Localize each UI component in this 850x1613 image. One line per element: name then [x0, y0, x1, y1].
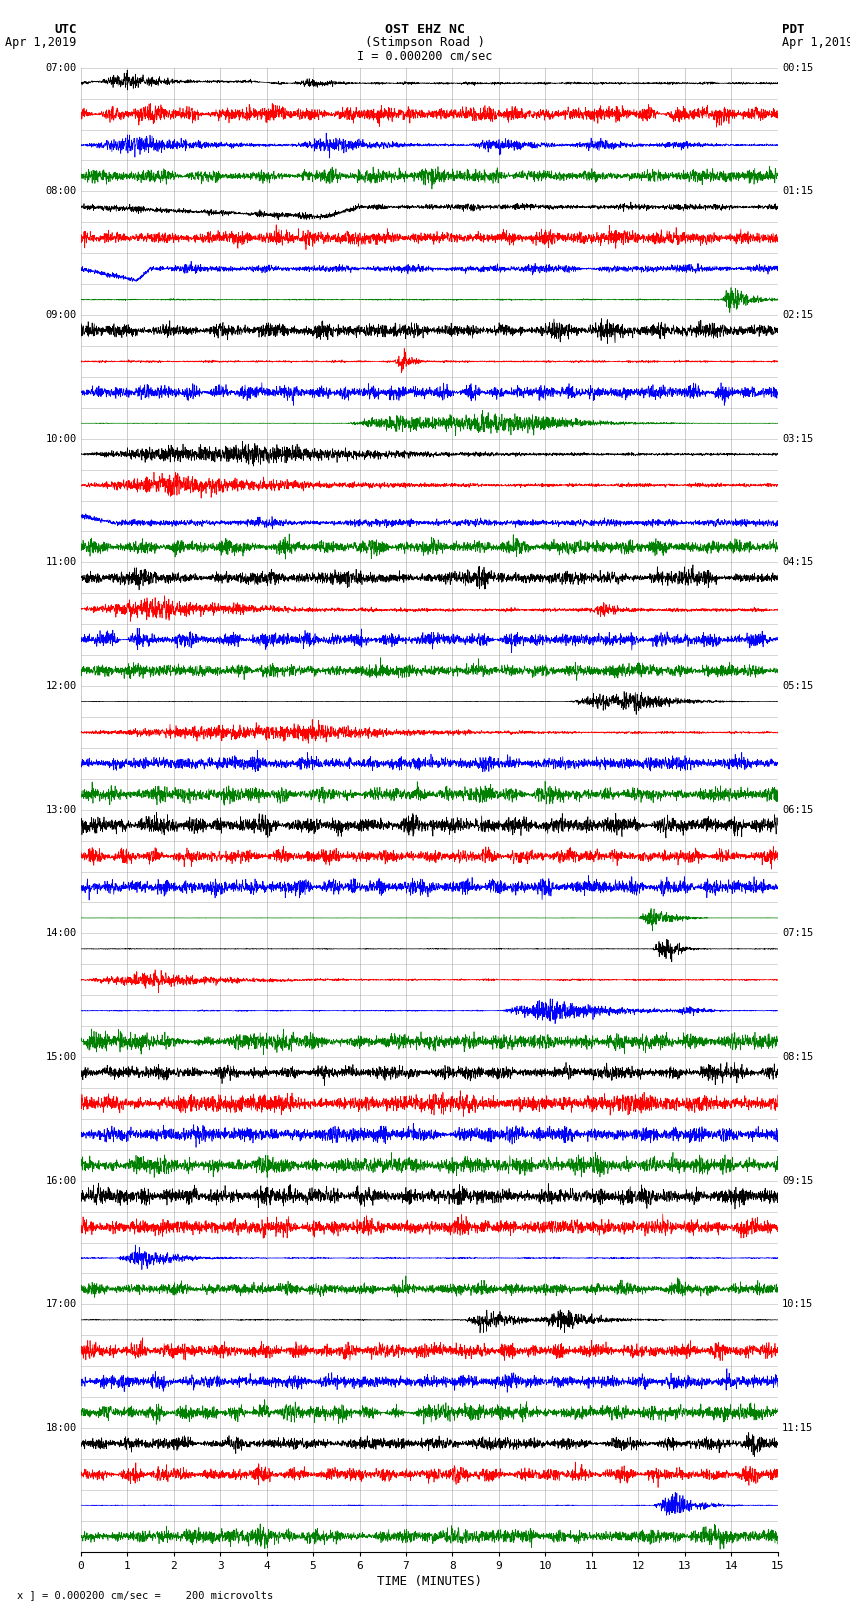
Text: 04:15: 04:15 — [782, 558, 813, 568]
Text: 16:00: 16:00 — [45, 1176, 76, 1186]
Text: 11:15: 11:15 — [782, 1423, 813, 1432]
Text: 13:00: 13:00 — [45, 805, 76, 815]
Text: 08:15: 08:15 — [782, 1052, 813, 1061]
Text: (Stimpson Road ): (Stimpson Road ) — [365, 35, 485, 50]
Text: 14:00: 14:00 — [45, 929, 76, 939]
Text: x ] = 0.000200 cm/sec =    200 microvolts: x ] = 0.000200 cm/sec = 200 microvolts — [17, 1590, 273, 1600]
Text: I = 0.000200 cm/sec: I = 0.000200 cm/sec — [357, 48, 493, 63]
Text: 03:15: 03:15 — [782, 434, 813, 444]
Text: PDT: PDT — [782, 23, 804, 37]
Text: 06:15: 06:15 — [782, 805, 813, 815]
Text: 01:15: 01:15 — [782, 187, 813, 197]
Text: 05:15: 05:15 — [782, 681, 813, 690]
Text: Apr 1,2019: Apr 1,2019 — [5, 35, 76, 50]
Text: 07:15: 07:15 — [782, 929, 813, 939]
Text: 09:15: 09:15 — [782, 1176, 813, 1186]
X-axis label: TIME (MINUTES): TIME (MINUTES) — [377, 1574, 482, 1587]
Text: 12:00: 12:00 — [45, 681, 76, 690]
Text: 08:00: 08:00 — [45, 187, 76, 197]
Text: 10:00: 10:00 — [45, 434, 76, 444]
Text: 18:00: 18:00 — [45, 1423, 76, 1432]
Text: Apr 1,2019: Apr 1,2019 — [782, 35, 850, 50]
Text: 02:15: 02:15 — [782, 310, 813, 319]
Text: 07:00: 07:00 — [45, 63, 76, 73]
Text: 09:00: 09:00 — [45, 310, 76, 319]
Text: 10:15: 10:15 — [782, 1300, 813, 1310]
Text: 15:00: 15:00 — [45, 1052, 76, 1061]
Text: UTC: UTC — [54, 23, 76, 37]
Text: 00:15: 00:15 — [782, 63, 813, 73]
Text: 11:00: 11:00 — [45, 558, 76, 568]
Text: OST EHZ NC: OST EHZ NC — [385, 23, 465, 37]
Text: 17:00: 17:00 — [45, 1300, 76, 1310]
